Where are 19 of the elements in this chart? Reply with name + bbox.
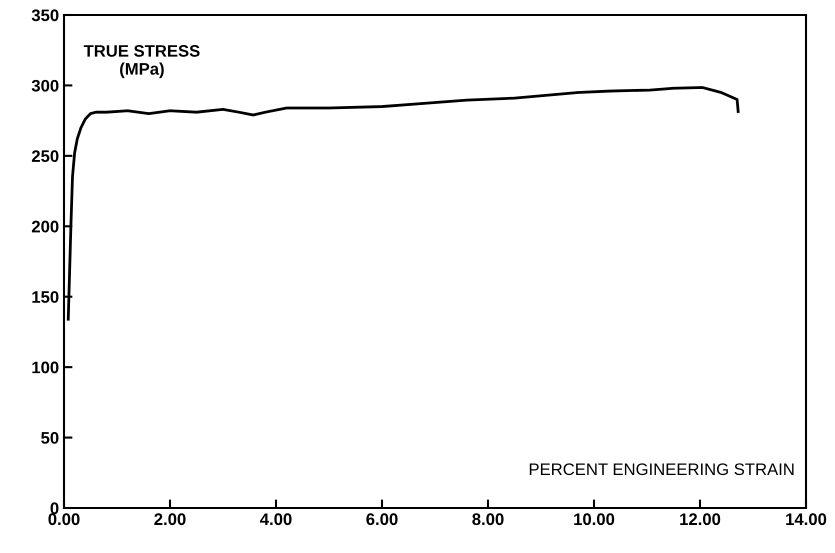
x-tick-label: 10.00 bbox=[574, 513, 614, 526]
y-tick-label: 200 bbox=[32, 220, 58, 232]
y-tick-label: 150 bbox=[32, 291, 58, 303]
x-axis-title: PERCENT ENGINEERING STRAIN bbox=[530, 463, 794, 476]
line-series bbox=[66, 86, 740, 321]
y-tick-label: 300 bbox=[32, 80, 58, 92]
y-tick-label: 0 bbox=[50, 502, 58, 514]
y-tick-label: 250 bbox=[32, 150, 58, 162]
y-tick-label: 50 bbox=[41, 432, 58, 444]
x-tick-label: 14.00 bbox=[786, 513, 826, 526]
x-tick-label: 4.00 bbox=[260, 513, 292, 526]
y-tick-label: 100 bbox=[32, 362, 58, 374]
x-tick-label: 2.00 bbox=[154, 513, 186, 526]
x-tick-label: 0.00 bbox=[48, 513, 80, 526]
x-tick-label: 6.00 bbox=[366, 513, 398, 526]
x-tick-label: 12.00 bbox=[680, 513, 720, 526]
y-axis-title: TRUE STRESS (MPa) bbox=[84, 45, 200, 78]
x-tick-label: 8.00 bbox=[472, 513, 504, 526]
y-tick-label: 350 bbox=[32, 9, 58, 22]
